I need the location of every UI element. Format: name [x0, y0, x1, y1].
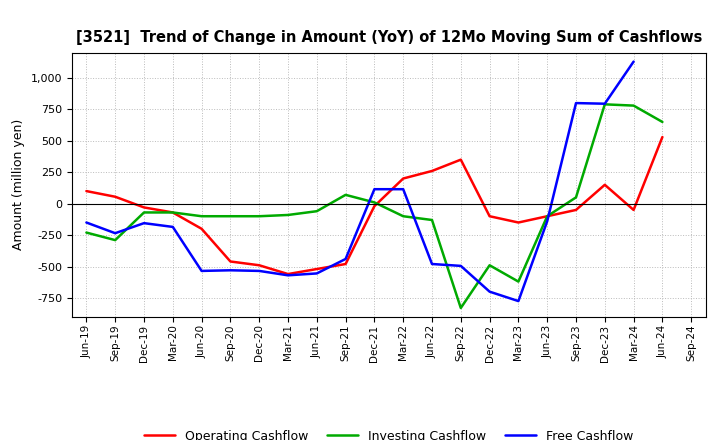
Operating Cashflow — [600, 182, 609, 187]
Investing Cashflow — [255, 213, 264, 219]
Investing Cashflow — [370, 200, 379, 205]
Free Cashflow — [485, 289, 494, 294]
Investing Cashflow — [572, 195, 580, 200]
Free Cashflow — [82, 220, 91, 225]
Investing Cashflow — [168, 210, 177, 215]
Operating Cashflow — [485, 213, 494, 219]
Free Cashflow — [140, 220, 148, 226]
Free Cashflow — [629, 59, 638, 64]
Operating Cashflow — [255, 263, 264, 268]
Operating Cashflow — [399, 176, 408, 181]
Free Cashflow — [168, 224, 177, 230]
Operating Cashflow — [284, 271, 292, 277]
Line: Free Cashflow: Free Cashflow — [86, 62, 634, 301]
Investing Cashflow — [543, 213, 552, 219]
Investing Cashflow — [341, 192, 350, 198]
Investing Cashflow — [111, 238, 120, 243]
Free Cashflow — [572, 100, 580, 106]
Free Cashflow — [399, 187, 408, 192]
Investing Cashflow — [226, 213, 235, 219]
Operating Cashflow — [111, 194, 120, 199]
Operating Cashflow — [82, 188, 91, 194]
Operating Cashflow — [312, 266, 321, 271]
Free Cashflow — [284, 273, 292, 278]
Free Cashflow — [226, 268, 235, 273]
Investing Cashflow — [485, 263, 494, 268]
Investing Cashflow — [456, 305, 465, 311]
Operating Cashflow — [543, 213, 552, 219]
Free Cashflow — [255, 268, 264, 274]
Title: [3521]  Trend of Change in Amount (YoY) of 12Mo Moving Sum of Cashflows: [3521] Trend of Change in Amount (YoY) o… — [76, 29, 702, 45]
Investing Cashflow — [428, 217, 436, 223]
Investing Cashflow — [312, 209, 321, 214]
Legend: Operating Cashflow, Investing Cashflow, Free Cashflow: Operating Cashflow, Investing Cashflow, … — [139, 425, 639, 440]
Operating Cashflow — [629, 207, 638, 213]
Investing Cashflow — [600, 102, 609, 107]
Investing Cashflow — [82, 230, 91, 235]
Operating Cashflow — [456, 157, 465, 162]
Free Cashflow — [543, 219, 552, 224]
Free Cashflow — [428, 261, 436, 267]
Operating Cashflow — [658, 134, 667, 139]
Y-axis label: Amount (million yen): Amount (million yen) — [12, 119, 25, 250]
Investing Cashflow — [514, 279, 523, 284]
Operating Cashflow — [226, 259, 235, 264]
Line: Operating Cashflow: Operating Cashflow — [86, 137, 662, 274]
Free Cashflow — [111, 231, 120, 236]
Free Cashflow — [312, 271, 321, 276]
Free Cashflow — [600, 101, 609, 106]
Free Cashflow — [197, 268, 206, 274]
Investing Cashflow — [284, 213, 292, 218]
Operating Cashflow — [341, 261, 350, 267]
Investing Cashflow — [658, 119, 667, 125]
Free Cashflow — [341, 257, 350, 262]
Operating Cashflow — [428, 169, 436, 174]
Operating Cashflow — [197, 226, 206, 231]
Operating Cashflow — [514, 220, 523, 225]
Investing Cashflow — [399, 213, 408, 219]
Free Cashflow — [456, 263, 465, 268]
Investing Cashflow — [140, 210, 148, 215]
Free Cashflow — [514, 298, 523, 304]
Operating Cashflow — [140, 205, 148, 210]
Line: Investing Cashflow: Investing Cashflow — [86, 104, 662, 308]
Operating Cashflow — [370, 204, 379, 209]
Operating Cashflow — [572, 207, 580, 213]
Operating Cashflow — [168, 210, 177, 215]
Investing Cashflow — [197, 213, 206, 219]
Free Cashflow — [370, 187, 379, 192]
Investing Cashflow — [629, 103, 638, 108]
